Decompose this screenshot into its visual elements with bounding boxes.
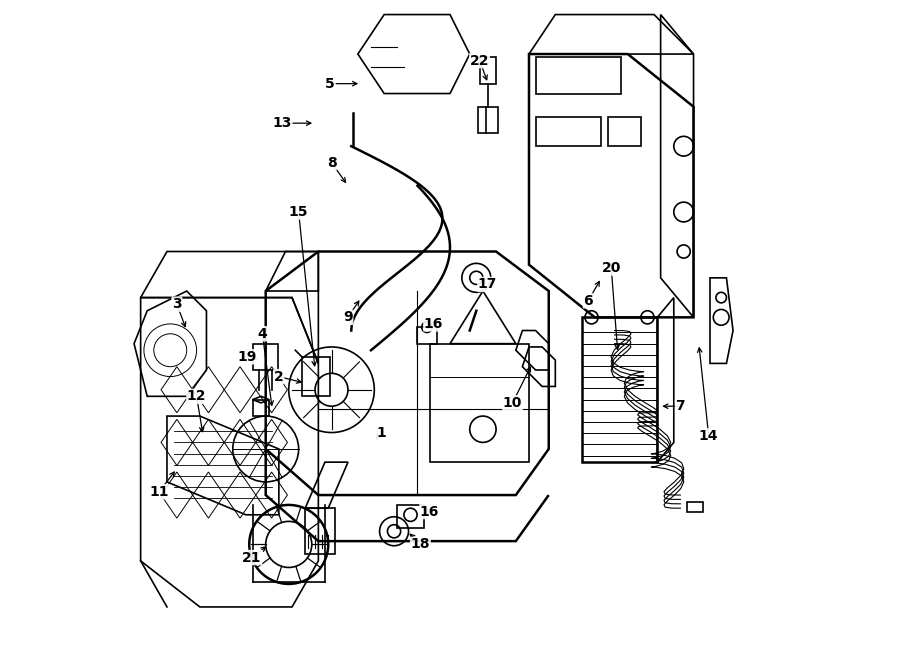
Text: 7: 7 bbox=[676, 399, 685, 413]
Text: 20: 20 bbox=[601, 261, 621, 275]
Text: 6: 6 bbox=[583, 294, 593, 308]
Text: 16: 16 bbox=[424, 317, 443, 331]
Bar bbox=[253, 344, 277, 370]
Bar bbox=[536, 58, 621, 94]
Text: 2: 2 bbox=[274, 369, 284, 383]
Text: 8: 8 bbox=[327, 155, 337, 170]
Text: 11: 11 bbox=[149, 485, 169, 499]
Text: 1: 1 bbox=[376, 426, 386, 440]
Text: 16: 16 bbox=[420, 504, 439, 518]
Text: 9: 9 bbox=[343, 310, 353, 325]
Bar bbox=[253, 400, 269, 416]
Text: 14: 14 bbox=[699, 429, 718, 443]
Bar bbox=[608, 116, 641, 146]
Bar bbox=[430, 344, 529, 462]
Text: 13: 13 bbox=[273, 116, 292, 130]
Bar bbox=[687, 502, 704, 512]
Text: 18: 18 bbox=[410, 537, 430, 551]
Bar bbox=[480, 58, 496, 84]
Bar bbox=[397, 505, 424, 528]
Text: 12: 12 bbox=[187, 389, 206, 403]
Text: 10: 10 bbox=[503, 396, 522, 410]
Text: 15: 15 bbox=[289, 205, 309, 219]
Text: 5: 5 bbox=[325, 77, 335, 91]
Text: 21: 21 bbox=[242, 551, 262, 564]
Text: 3: 3 bbox=[172, 297, 182, 311]
Text: 19: 19 bbox=[238, 350, 257, 364]
Bar bbox=[536, 116, 601, 146]
Text: 4: 4 bbox=[257, 327, 267, 341]
Bar bbox=[417, 327, 436, 344]
Bar bbox=[302, 357, 329, 397]
Bar bbox=[478, 106, 498, 133]
Text: 17: 17 bbox=[478, 278, 497, 292]
Bar bbox=[581, 317, 657, 462]
Text: 22: 22 bbox=[470, 54, 490, 67]
Bar bbox=[305, 508, 335, 555]
